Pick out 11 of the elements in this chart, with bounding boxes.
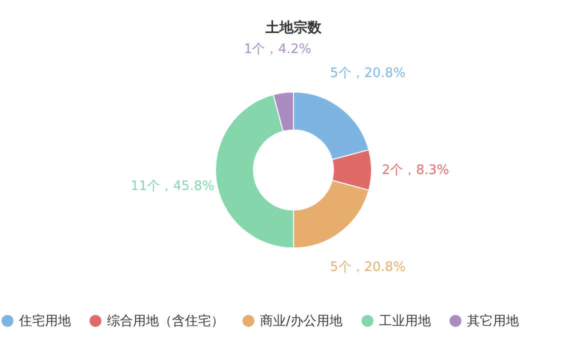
- chart-title: 土地宗数: [264, 19, 322, 36]
- legend-label: 住宅用地: [18, 312, 71, 329]
- data-label: 5个，20.8%: [330, 260, 406, 275]
- legend-label: 商业/办公用地: [260, 314, 342, 329]
- legend-label: 综合用地（含住宅）: [107, 312, 224, 329]
- legend-label: 工业用地: [379, 314, 431, 329]
- data-label: 2个，8.3%: [382, 163, 450, 178]
- legend-label: 其它用地: [467, 312, 519, 329]
- data-label: 11个，45.8%: [130, 178, 214, 194]
- data-label: 5个，20.8%: [330, 66, 406, 82]
- data-label: 1个，4.2%: [244, 42, 312, 58]
